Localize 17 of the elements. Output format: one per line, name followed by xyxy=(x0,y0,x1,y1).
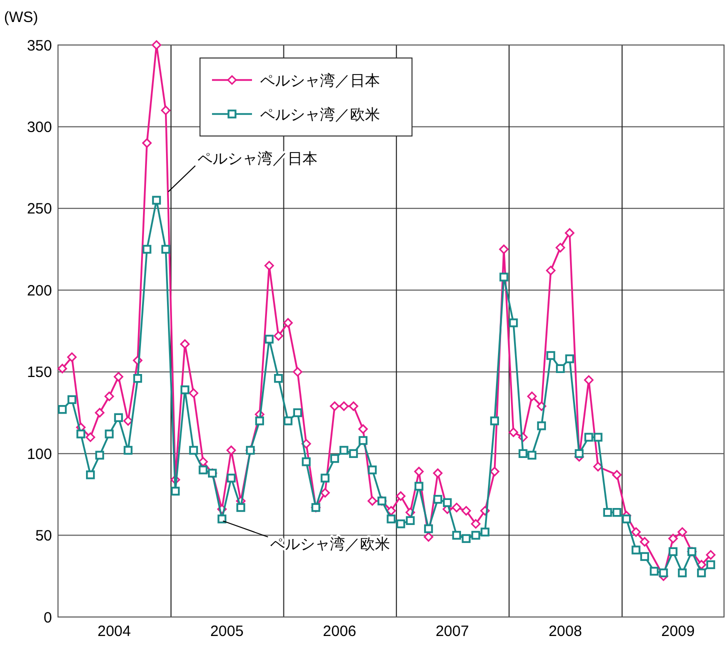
x-tick-label: 2006 xyxy=(322,623,356,640)
y-tick-label: 200 xyxy=(26,282,52,300)
x-tick-label: 2005 xyxy=(210,623,244,640)
x-tick-label: 2009 xyxy=(661,623,695,640)
x-tick-label: 2004 xyxy=(98,623,131,640)
legend-label: ペルシャ湾／欧米 xyxy=(260,106,380,124)
legend-label: ペルシャ湾／日本 xyxy=(260,72,380,90)
x-tick-label: 2007 xyxy=(436,623,469,640)
y-tick-label: 100 xyxy=(26,446,52,463)
y-tick-label: 300 xyxy=(26,118,52,136)
x-tick-label: 2008 xyxy=(548,623,582,640)
y-axis-title: (WS) xyxy=(4,9,38,26)
y-tick-label: 250 xyxy=(26,200,52,218)
y-tick-label: 50 xyxy=(35,528,52,545)
y-tick-label: 0 xyxy=(44,609,52,626)
y-tick-label: 350 xyxy=(26,37,52,54)
y-tick-label: 150 xyxy=(26,364,52,382)
